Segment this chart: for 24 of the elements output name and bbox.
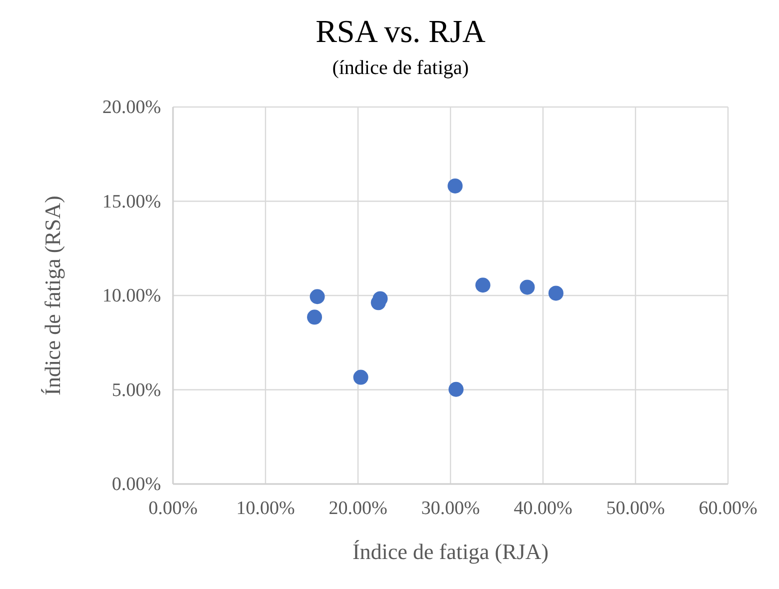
y-tick-label: 5.00% [112, 380, 162, 401]
point [520, 280, 535, 295]
x-tick-label: 30.00% [421, 498, 480, 519]
chart-subtitle: (índice de fatiga) [332, 57, 469, 79]
x-axis-title: Índice de fatiga (RJA) [352, 539, 549, 564]
point [448, 178, 463, 194]
y-tick-label: 0.00% [112, 474, 162, 495]
x-tick-label: 0.00% [148, 498, 198, 519]
point [448, 382, 464, 397]
point [307, 310, 322, 325]
point [310, 289, 325, 304]
x-tick-label: 60.00% [698, 498, 758, 519]
x-tick-label: 40.00% [514, 498, 572, 519]
point [353, 370, 368, 385]
y-tick-label: 20.00% [102, 97, 162, 118]
y-tick-label: 15.00% [102, 191, 162, 212]
x-tick-label: 50.00% [606, 498, 665, 519]
point [475, 278, 490, 293]
y-tick-label: 10.00% [102, 286, 162, 306]
x-tick-label: 10.00% [236, 498, 295, 519]
chart-title: RSA vs. RJA [316, 13, 486, 49]
x-tick-label: 20.00% [328, 498, 388, 519]
y-axis-title: Índice de fatiga (RSA) [40, 196, 65, 396]
point [548, 286, 564, 301]
